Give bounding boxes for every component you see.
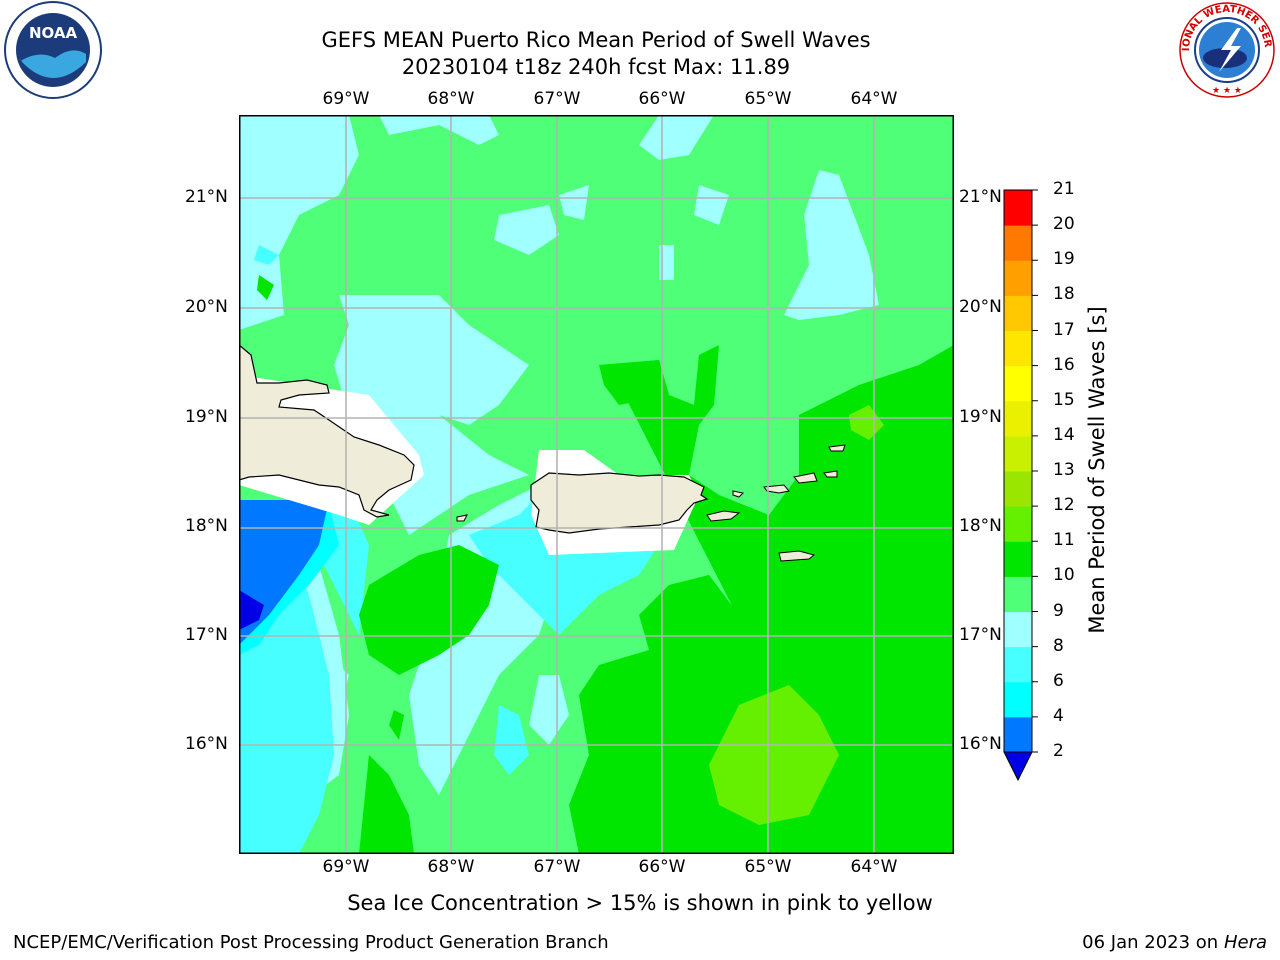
colorbar-under-triangle — [1003, 751, 1033, 782]
colorbar-segment — [1004, 681, 1032, 718]
map-grid — [239, 115, 954, 854]
colorbar-segment — [1004, 646, 1032, 683]
colorbar-tick-label: 9 — [1053, 600, 1064, 621]
colorbar-segment — [1004, 260, 1032, 296]
lat-label-left-20n: 20°N — [185, 297, 228, 317]
colorbar-segment — [1004, 295, 1032, 331]
lon-label-top-67w: 67°W — [533, 89, 581, 109]
band-10-11 — [257, 275, 954, 854]
colorbar-tick-label: 10 — [1053, 565, 1075, 586]
colorbar-segment — [1004, 716, 1032, 753]
colorbar-tick-label: 15 — [1053, 389, 1075, 410]
colorbar-segment — [1004, 576, 1032, 612]
colorbar-tick-label: 14 — [1053, 424, 1075, 445]
lat-label-right-21n: 21°N — [959, 187, 1002, 207]
colorbar-label: Mean Period of Swell Waves [s] — [1085, 306, 1109, 634]
footer-branch: NCEP/EMC/Verification Post Processing Pr… — [13, 932, 609, 953]
colorbar-tick-label: 8 — [1053, 635, 1064, 656]
colorbar-segment — [1004, 225, 1032, 261]
lon-label-top-65w: 65°W — [744, 89, 792, 109]
chart-subtitle: 20230104 t18z 240h fcst Max: 11.89 — [401, 55, 791, 79]
lon-label-top-64w: 64°W — [850, 89, 898, 109]
colorbar-segment — [1004, 611, 1032, 648]
lat-label-right-18n: 18°N — [959, 516, 1002, 536]
hispaniola-land — [239, 344, 415, 518]
colorbar-tick-label: 19 — [1053, 249, 1075, 270]
lon-label-bottom-68w: 68°W — [427, 857, 475, 877]
swell-period-map — [239, 115, 954, 854]
colorbar-tick-label: 11 — [1053, 530, 1075, 551]
colorbar-tick-label: 16 — [1053, 354, 1075, 375]
noaa-logo: NOAA — [4, 1, 102, 99]
colorbar-segment — [1004, 365, 1032, 402]
lat-label-left-18n: 18°N — [185, 516, 228, 536]
colorbar-tick-label: 21 — [1053, 179, 1075, 199]
lon-label-bottom-64w: 64°W — [850, 857, 898, 877]
colorbar-segment — [1004, 330, 1032, 367]
footer-date: 06 Jan 2023 on Hera — [1082, 932, 1267, 953]
colorbar-tick-label: 13 — [1053, 460, 1075, 480]
colorbar-tick-label: 4 — [1053, 705, 1064, 726]
svg-text:NOAA: NOAA — [29, 24, 78, 42]
nws-logo: NATIONAL WEATHER SERVICE ★ ★ ★ — [1175, 0, 1275, 98]
lon-label-top-68w: 68°W — [427, 89, 475, 109]
colorbar-segment — [1004, 541, 1032, 577]
lat-label-right-19n: 19°N — [959, 407, 1002, 427]
lat-label-right-20n: 20°N — [959, 297, 1002, 317]
colorbar-tick-label: 17 — [1053, 319, 1075, 340]
chart-title: GEFS MEAN Puerto Rico Mean Period of Swe… — [321, 28, 871, 52]
band-11-12 — [709, 405, 884, 825]
colorbar-segment — [1004, 506, 1032, 542]
lon-label-top-66w: 66°W — [638, 89, 686, 109]
lat-label-left-21n: 21°N — [185, 187, 228, 207]
lon-label-bottom-65w: 65°W — [744, 857, 792, 877]
colorbar — [1003, 189, 1038, 782]
colorbar-segment — [1004, 471, 1032, 507]
lon-label-bottom-67w: 67°W — [533, 857, 581, 877]
lat-label-left-17n: 17°N — [185, 625, 228, 645]
lon-label-bottom-66w: 66°W — [638, 857, 686, 877]
colorbar-segment — [1004, 190, 1032, 226]
band-below-2 — [239, 590, 264, 630]
lat-label-left-19n: 19°N — [185, 407, 228, 427]
lon-label-bottom-69w: 69°W — [322, 857, 370, 877]
colorbar-tick-label: 2 — [1053, 741, 1064, 761]
sea-ice-caption: Sea Ice Concentration > 15% is shown in … — [347, 891, 933, 915]
svg-text:★ ★ ★: ★ ★ ★ — [1212, 86, 1242, 96]
colorbar-tick-label: 20 — [1053, 214, 1075, 235]
colorbar-tick-label: 18 — [1053, 284, 1075, 305]
lat-label-left-16n: 16°N — [185, 734, 228, 754]
colorbar-segment — [1004, 435, 1032, 472]
lon-label-top-69w: 69°W — [322, 89, 370, 109]
colorbar-tick-label: 12 — [1053, 495, 1075, 516]
lat-label-right-16n: 16°N — [959, 734, 1002, 754]
colorbar-segment — [1004, 400, 1032, 437]
colorbar-tick-label: 6 — [1053, 670, 1064, 691]
lat-label-right-17n: 17°N — [959, 625, 1002, 645]
